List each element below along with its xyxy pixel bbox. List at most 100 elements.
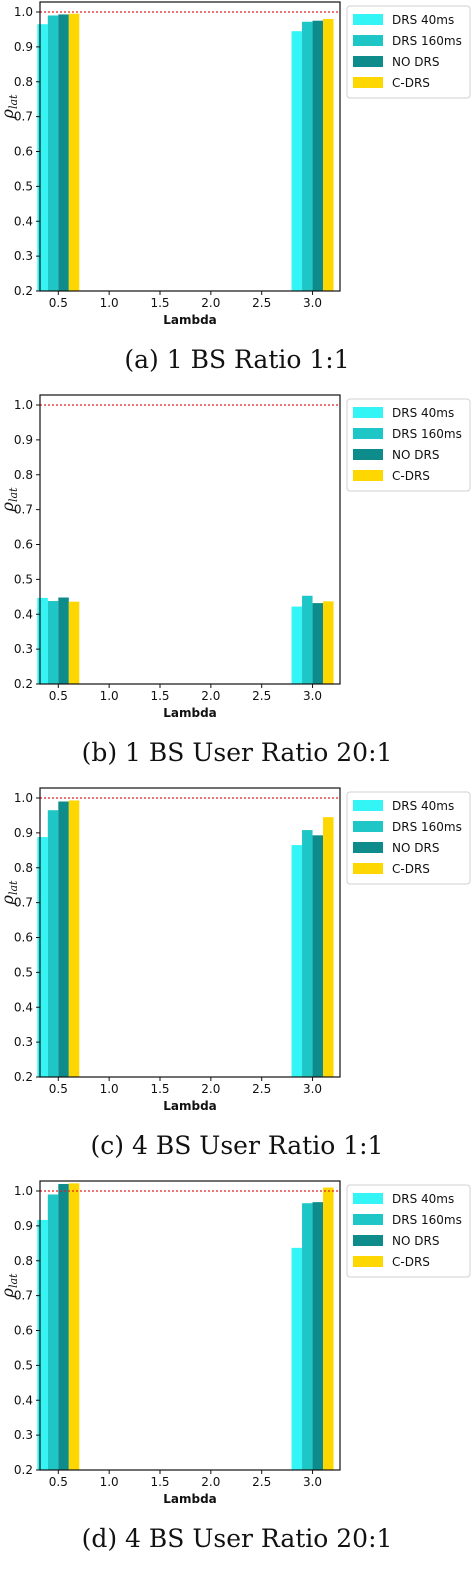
chart-a: 0.2 0.3 0.4 0.5 0.6 0.7 0.8 0.9 1.0 0.5 1.0 1.5 2.0 2… xyxy=(0,1,471,327)
legend-swatch xyxy=(353,407,383,418)
legend-label: NO DRS xyxy=(392,448,439,462)
bar-no-drs-3.0 xyxy=(312,20,324,291)
legend-swatch xyxy=(353,1214,383,1225)
plot-frame xyxy=(39,394,341,685)
y-tick-label: 0.9 xyxy=(14,40,33,54)
y-tick-label: 0.7 xyxy=(14,110,33,124)
bar-c-drs-0.5 xyxy=(68,13,80,292)
legend-swatch xyxy=(353,1193,383,1204)
legend-label: DRS 160ms xyxy=(392,34,462,48)
legend-swatch xyxy=(353,77,383,88)
y-tick-label: 0.2 xyxy=(14,284,33,298)
x-tick-label: 3.0 xyxy=(303,1082,322,1096)
y-tick-label: 0.8 xyxy=(14,861,33,875)
caption-c: (c) 4 BS User Ratio 1:1 xyxy=(90,1131,384,1160)
y-tick-label: 0.7 xyxy=(14,503,33,517)
x-tick-label: 1.0 xyxy=(100,1082,119,1096)
y-tick-label: 0.8 xyxy=(14,1254,33,1268)
legend xyxy=(346,791,471,885)
legend-label: C-DRS xyxy=(392,1255,430,1269)
bar-c-drs-0.5 xyxy=(68,1183,80,1470)
y-tick-label: 0.3 xyxy=(14,1428,33,1442)
x-tick-label: 3.0 xyxy=(303,689,322,703)
y-tick-label: 0.2 xyxy=(14,1070,33,1084)
bar-drs-160ms-0.5 xyxy=(47,600,59,684)
x-tick-label: 3.0 xyxy=(303,296,322,310)
legend-label: NO DRS xyxy=(392,841,439,855)
x-tick-label: 1.5 xyxy=(150,1475,169,1489)
legend-label: DRS 40ms xyxy=(392,799,454,813)
legend-label: C-DRS xyxy=(392,76,430,90)
y-tick-label: 0.8 xyxy=(14,468,33,482)
chart-panel-a: 0.2 0.3 0.4 0.5 0.6 0.7 0.8 0.9 1.0 0.5 1.0 1.5 2.0 2… xyxy=(0,0,474,393)
bar-no-drs-0.5 xyxy=(58,14,69,291)
x-tick-label: 1.0 xyxy=(100,689,119,703)
legend-label: DRS 40ms xyxy=(392,406,454,420)
legend xyxy=(346,1184,471,1278)
y-tick-label: 0.5 xyxy=(14,965,33,979)
legend-label: C-DRS xyxy=(392,862,430,876)
x-tick-label: 1.0 xyxy=(100,1475,119,1489)
x-tick-label: 2.5 xyxy=(252,1475,271,1489)
x-tick-label: 2.0 xyxy=(201,689,220,703)
x-tick-label: 2.0 xyxy=(201,1475,220,1489)
x-tick-label: 0.5 xyxy=(49,1082,68,1096)
x-tick-label: 0.5 xyxy=(49,689,68,703)
y-axis-label: ρlat xyxy=(0,487,20,512)
legend-label: DRS 160ms xyxy=(392,427,462,441)
legend-swatch xyxy=(353,14,383,25)
x-tick-label: 0.5 xyxy=(49,1475,68,1489)
y-tick-label: 0.4 xyxy=(14,1000,33,1014)
y-tick-label: 0.6 xyxy=(14,538,33,552)
x-tick-label: 0.5 xyxy=(49,296,68,310)
bar-drs-160ms-0.5 xyxy=(47,1194,59,1470)
bar-drs-160ms-3.0 xyxy=(302,1203,313,1470)
bar-drs-160ms-3.0 xyxy=(302,595,313,684)
x-tick-label: 1.5 xyxy=(150,689,169,703)
y-tick-label: 1.0 xyxy=(14,791,33,805)
caption-a: (a) 1 BS Ratio 1:1 xyxy=(124,345,350,374)
legend-swatch xyxy=(353,800,383,811)
chart-d: 0.2 0.3 0.4 0.5 0.6 0.7 0.8 0.9 1.0 0.5 1.0 1.5 2.0 2… xyxy=(0,1180,471,1506)
y-tick-label: 1.0 xyxy=(14,1184,33,1198)
y-tick-label: 0.2 xyxy=(14,677,33,691)
bar-drs-40ms-0.5 xyxy=(37,24,48,292)
bar-c-drs-3.0 xyxy=(323,1187,334,1470)
bar-no-drs-3.0 xyxy=(312,603,324,684)
bar-drs-160ms-0.5 xyxy=(47,15,59,292)
y-tick-label: 0.4 xyxy=(14,214,33,228)
legend-swatch xyxy=(353,821,383,832)
bar-no-drs-0.5 xyxy=(58,801,69,1077)
legend-swatch xyxy=(353,428,383,439)
y-tick-label: 0.4 xyxy=(14,607,33,621)
y-tick-label: 1.0 xyxy=(14,5,33,19)
y-tick-label: 0.7 xyxy=(14,1289,33,1303)
bar-no-drs-0.5 xyxy=(58,1184,69,1470)
bar-c-drs-3.0 xyxy=(323,601,334,684)
y-tick-label: 0.3 xyxy=(14,642,33,656)
bar-drs-40ms-0.5 xyxy=(37,1219,48,1470)
chart-panel-d: 0.2 0.3 0.4 0.5 0.6 0.7 0.8 0.9 1.0 0.5 1.0 1.5 2.0 2… xyxy=(0,1179,474,1572)
legend-label: DRS 40ms xyxy=(392,13,454,27)
y-tick-label: 0.8 xyxy=(14,75,33,89)
legend-label: DRS 40ms xyxy=(392,1192,454,1206)
y-tick-label: 0.6 xyxy=(14,1324,33,1338)
bar-c-drs-0.5 xyxy=(68,800,80,1077)
x-tick-label: 2.5 xyxy=(252,1082,271,1096)
x-tick-label: 1.5 xyxy=(150,296,169,310)
legend-swatch xyxy=(353,35,383,46)
x-tick-label: 2.5 xyxy=(252,296,271,310)
y-tick-label: 0.5 xyxy=(14,572,33,586)
y-tick-label: 0.4 xyxy=(14,1393,33,1407)
legend-swatch xyxy=(353,56,383,67)
bar-c-drs-3.0 xyxy=(323,817,334,1077)
x-tick-label: 1.5 xyxy=(150,1082,169,1096)
chart-panel-b: 0.2 0.3 0.4 0.5 0.6 0.7 0.8 0.9 1.0 0.5 1.0 1.5 2.0 2… xyxy=(0,393,474,786)
bar-drs-40ms-0.5 xyxy=(37,597,48,684)
bar-c-drs-0.5 xyxy=(68,601,80,684)
bar-drs-160ms-3.0 xyxy=(302,21,313,291)
plot-frame xyxy=(39,787,341,1078)
x-tick-label: 1.0 xyxy=(100,296,119,310)
y-tick-label: 0.6 xyxy=(14,931,33,945)
y-tick-label: 0.5 xyxy=(14,179,33,193)
